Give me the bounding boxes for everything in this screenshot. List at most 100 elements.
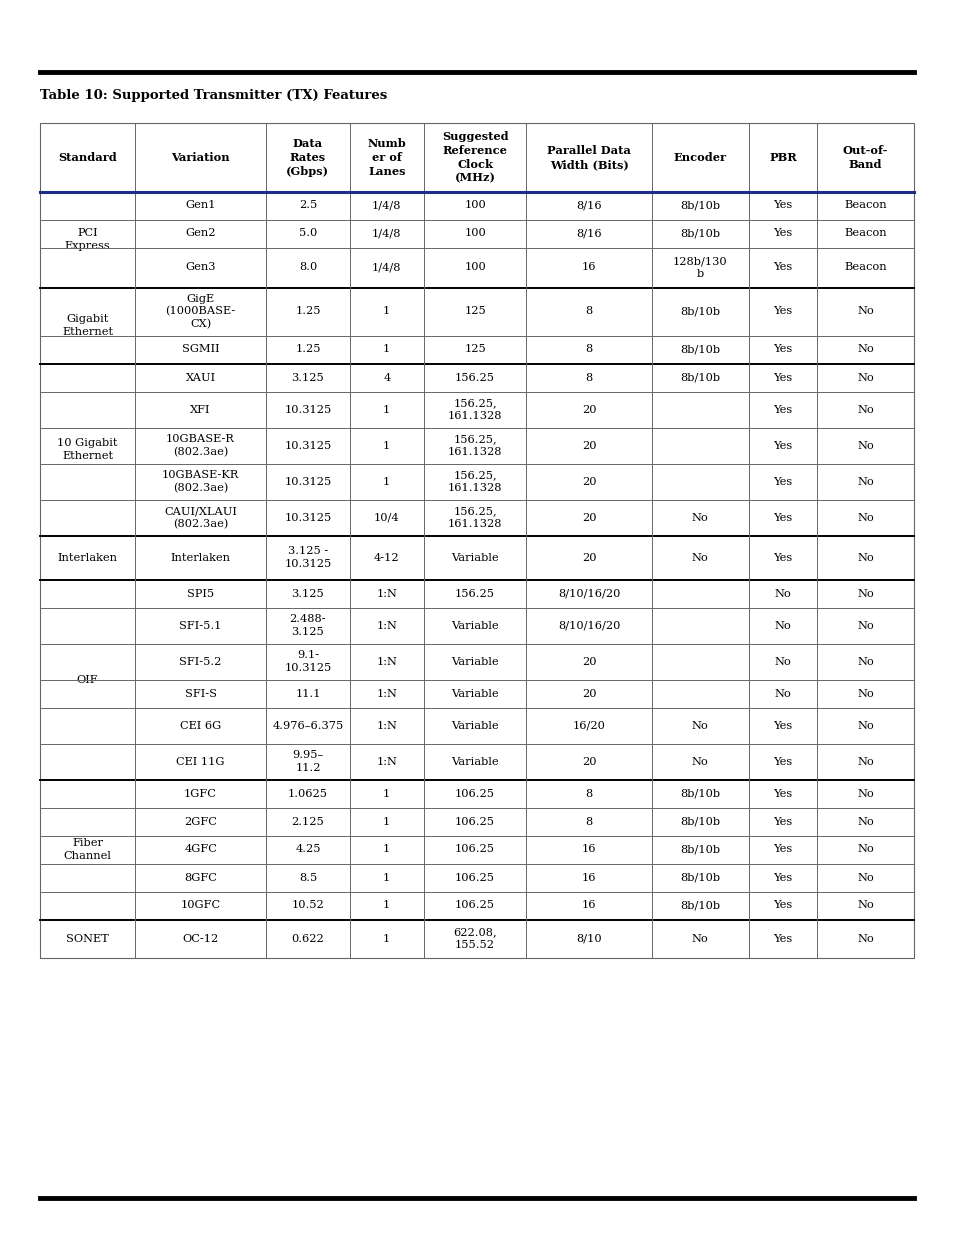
Text: Yes: Yes xyxy=(773,872,792,883)
Text: No: No xyxy=(856,477,873,487)
Text: CEI 11G: CEI 11G xyxy=(176,757,225,767)
Text: 125: 125 xyxy=(464,345,485,354)
Text: 1: 1 xyxy=(383,477,390,487)
Text: GigE
(1000BASE-
CX): GigE (1000BASE- CX) xyxy=(165,294,235,330)
Text: No: No xyxy=(856,405,873,415)
Text: No: No xyxy=(856,345,873,354)
Text: 8b/10b: 8b/10b xyxy=(679,872,720,883)
Text: 8/16: 8/16 xyxy=(576,200,601,210)
Text: 20: 20 xyxy=(581,477,596,487)
Text: 2.5: 2.5 xyxy=(298,200,316,210)
Text: 156.25,
161.1328: 156.25, 161.1328 xyxy=(447,471,502,493)
Text: 10.3125: 10.3125 xyxy=(284,513,332,522)
Text: 20: 20 xyxy=(581,688,596,699)
Text: Interlaken: Interlaken xyxy=(171,552,231,562)
Text: 1: 1 xyxy=(383,816,390,826)
Text: No: No xyxy=(856,757,873,767)
Text: SFI-S: SFI-S xyxy=(184,688,216,699)
Text: 8: 8 xyxy=(585,306,592,316)
Text: Table 10: Supported Transmitter (TX) Features: Table 10: Supported Transmitter (TX) Fea… xyxy=(40,89,387,103)
Text: No: No xyxy=(856,552,873,562)
Text: 11.1: 11.1 xyxy=(294,688,320,699)
Text: 20: 20 xyxy=(581,441,596,451)
Text: 1.25: 1.25 xyxy=(294,345,320,354)
Text: No: No xyxy=(856,513,873,522)
Text: No: No xyxy=(774,657,790,667)
Text: SFI-5.2: SFI-5.2 xyxy=(179,657,221,667)
Text: 1: 1 xyxy=(383,788,390,799)
Text: 16: 16 xyxy=(581,872,596,883)
Text: 1:N: 1:N xyxy=(375,620,396,631)
Text: No: No xyxy=(856,688,873,699)
Text: No: No xyxy=(691,552,708,562)
Text: Yes: Yes xyxy=(773,816,792,826)
Text: 8: 8 xyxy=(585,788,592,799)
Text: 1: 1 xyxy=(383,872,390,883)
Text: 5.0: 5.0 xyxy=(298,228,316,238)
Text: 156.25: 156.25 xyxy=(455,373,495,383)
Text: 8.0: 8.0 xyxy=(298,263,316,273)
Text: 16: 16 xyxy=(581,900,596,910)
Text: 8b/10b: 8b/10b xyxy=(679,845,720,855)
Text: 1:N: 1:N xyxy=(375,688,396,699)
Text: 8: 8 xyxy=(585,373,592,383)
Text: 1: 1 xyxy=(383,934,390,944)
Text: PCI
Express: PCI Express xyxy=(65,228,111,251)
Text: Yes: Yes xyxy=(773,263,792,273)
Text: 1:N: 1:N xyxy=(375,720,396,730)
Text: 10.3125: 10.3125 xyxy=(284,477,332,487)
Text: No: No xyxy=(856,589,873,599)
Text: 10 Gigabit
Ethernet: 10 Gigabit Ethernet xyxy=(57,438,117,461)
Text: SGMII: SGMII xyxy=(182,345,219,354)
Text: 156.25,
161.1328: 156.25, 161.1328 xyxy=(447,399,502,421)
Text: Gigabit
Ethernet: Gigabit Ethernet xyxy=(62,314,113,337)
Text: 8b/10b: 8b/10b xyxy=(679,200,720,210)
Text: No: No xyxy=(856,657,873,667)
Text: Variation: Variation xyxy=(172,152,230,163)
Text: Yes: Yes xyxy=(773,306,792,316)
Text: No: No xyxy=(856,845,873,855)
Text: 4.976–6.375: 4.976–6.375 xyxy=(272,720,343,730)
Text: Yes: Yes xyxy=(773,757,792,767)
Text: 8: 8 xyxy=(585,345,592,354)
Text: 8b/10b: 8b/10b xyxy=(679,345,720,354)
Text: 1/4/8: 1/4/8 xyxy=(372,200,401,210)
Text: 10GBASE-R
(802.3ae): 10GBASE-R (802.3ae) xyxy=(166,433,234,457)
Text: 20: 20 xyxy=(581,405,596,415)
Text: 8/10/16/20: 8/10/16/20 xyxy=(558,620,619,631)
Text: 1GFC: 1GFC xyxy=(184,788,216,799)
Text: 128b/130
b: 128b/130 b xyxy=(672,257,727,279)
Text: 1: 1 xyxy=(383,441,390,451)
Text: SPI5: SPI5 xyxy=(187,589,213,599)
Text: No: No xyxy=(856,788,873,799)
Text: 2.125: 2.125 xyxy=(292,816,324,826)
Text: OIF: OIF xyxy=(76,674,98,684)
Text: 106.25: 106.25 xyxy=(455,816,495,826)
Text: No: No xyxy=(856,620,873,631)
Text: Yes: Yes xyxy=(773,934,792,944)
Text: 2.488-
3.125: 2.488- 3.125 xyxy=(290,614,326,637)
Text: 10.3125: 10.3125 xyxy=(284,441,332,451)
Text: 20: 20 xyxy=(581,513,596,522)
Text: No: No xyxy=(691,720,708,730)
Text: 8b/10b: 8b/10b xyxy=(679,306,720,316)
Text: Fiber
Channel: Fiber Channel xyxy=(64,839,112,861)
Text: Beacon: Beacon xyxy=(843,228,886,238)
Text: Yes: Yes xyxy=(773,788,792,799)
Text: No: No xyxy=(691,757,708,767)
Text: PBR: PBR xyxy=(768,152,796,163)
Text: 8: 8 xyxy=(585,816,592,826)
Text: 8b/10b: 8b/10b xyxy=(679,900,720,910)
Text: No: No xyxy=(774,620,790,631)
Text: 2GFC: 2GFC xyxy=(184,816,216,826)
Text: 100: 100 xyxy=(464,228,485,238)
Text: No: No xyxy=(856,816,873,826)
Text: 8b/10b: 8b/10b xyxy=(679,788,720,799)
Text: 8b/10b: 8b/10b xyxy=(679,228,720,238)
Text: No: No xyxy=(691,513,708,522)
Text: 16: 16 xyxy=(581,845,596,855)
Text: Yes: Yes xyxy=(773,720,792,730)
Text: 4GFC: 4GFC xyxy=(184,845,216,855)
Text: Variable: Variable xyxy=(451,688,498,699)
Text: 20: 20 xyxy=(581,552,596,562)
